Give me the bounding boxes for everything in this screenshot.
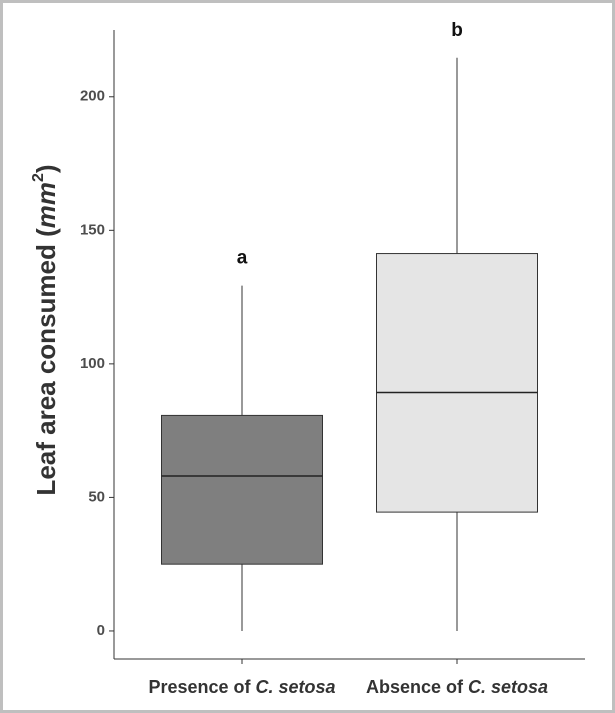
category-part: Presence of (148, 677, 255, 697)
x-tick-label: Presence of C. setosa (148, 677, 335, 697)
category-species: C. setosa (468, 677, 548, 697)
category-part: Absence of (366, 677, 468, 697)
box (376, 253, 538, 513)
y-title-sup: 2 (30, 173, 47, 182)
box (161, 414, 323, 565)
y-tick-label: 100 (80, 355, 105, 372)
y-axis-title: Leaf area consumed (mm2) (30, 164, 61, 495)
y-tick-label: 200 (80, 88, 105, 105)
y-title-part: Leaf area consumed ( (31, 228, 61, 496)
y-tick-label: 50 (88, 488, 105, 505)
y-tick-label: 0 (97, 622, 105, 639)
y-title-part: ) (31, 164, 61, 173)
group-label: b (451, 20, 463, 41)
category-species: C. setosa (256, 677, 336, 697)
group-label: a (237, 248, 248, 269)
y-title-unit: mm (31, 182, 61, 228)
y-tick-label: 150 (80, 221, 105, 238)
x-tick-label: Absence of C. setosa (366, 677, 548, 697)
